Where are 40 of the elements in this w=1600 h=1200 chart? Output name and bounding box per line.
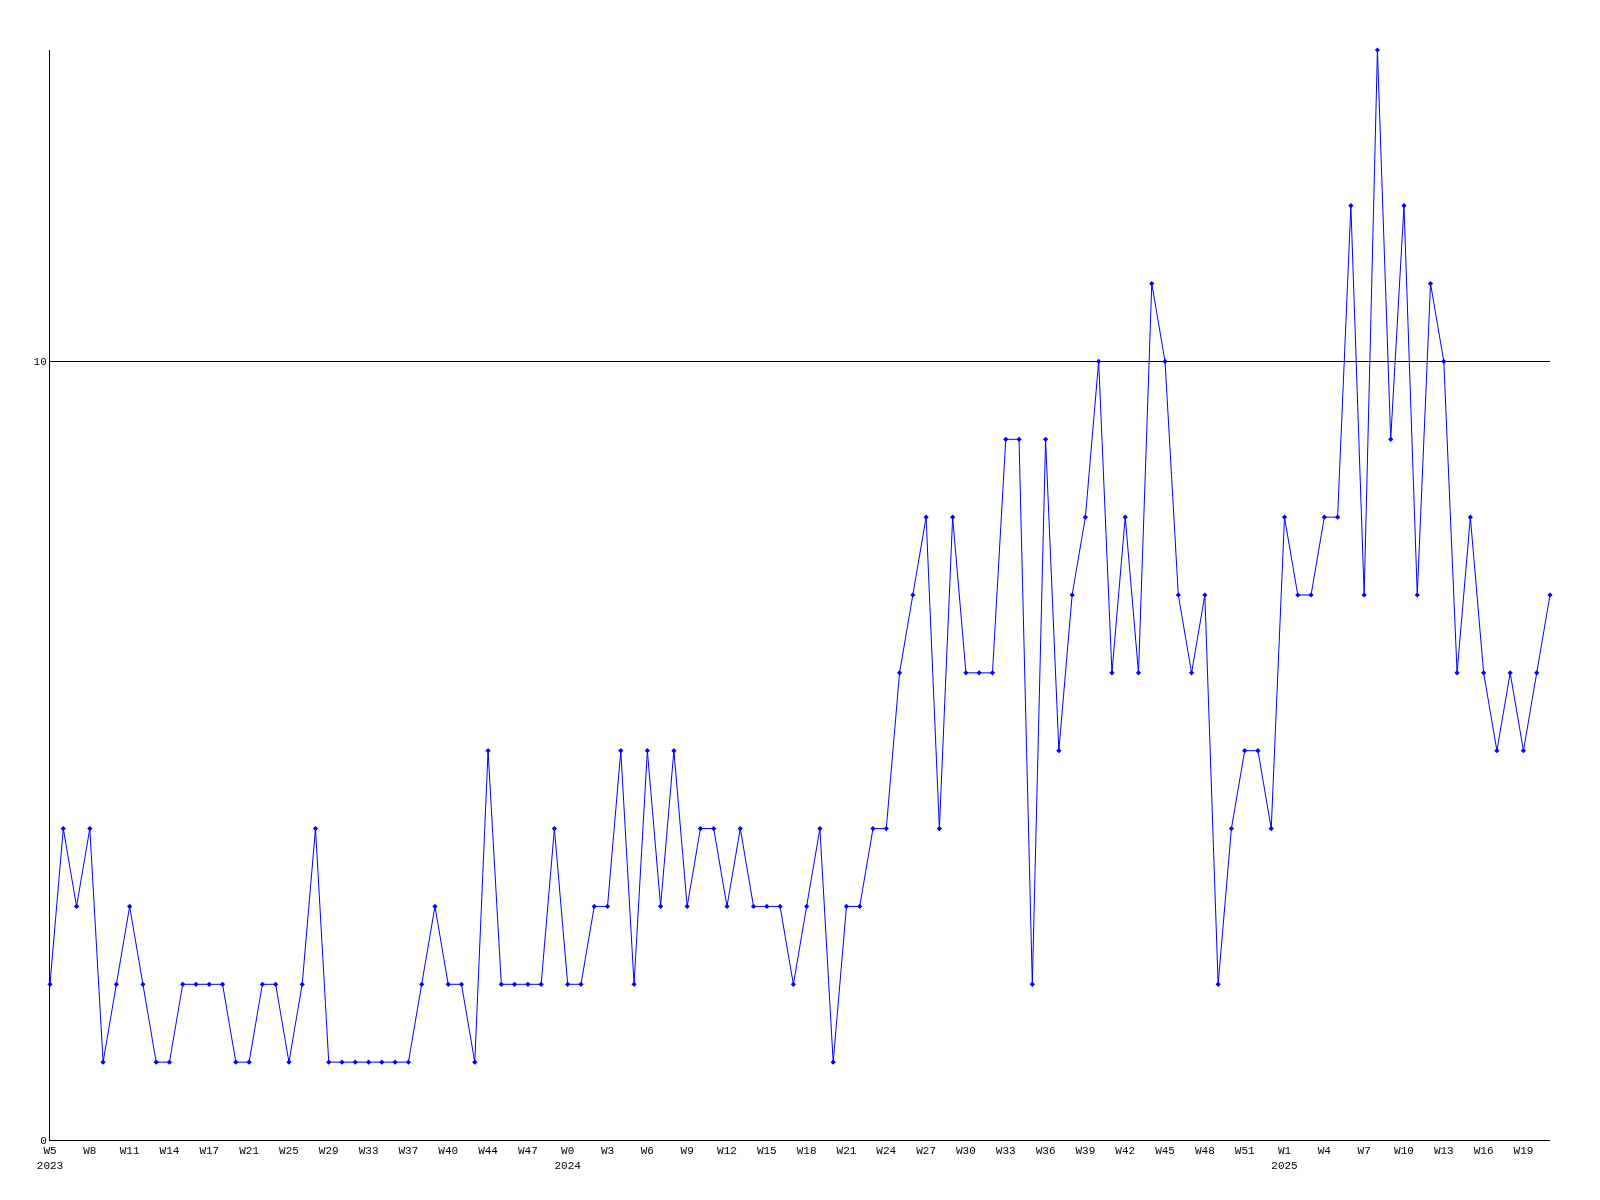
x-tick-label: W42 xyxy=(1115,1145,1136,1158)
x-tick-label: W1 2025 xyxy=(1271,1145,1298,1172)
x-tick-label: W33 xyxy=(995,1145,1016,1158)
x-tick-label: W5 2023 xyxy=(36,1145,64,1172)
x-tick-label: W4 xyxy=(1317,1145,1332,1158)
y-tick-label: 0 xyxy=(40,1134,47,1147)
x-tick-label: W3 xyxy=(600,1145,615,1158)
x-tick-label: W15 xyxy=(756,1145,777,1158)
x-tick-label: W19 xyxy=(1513,1145,1534,1158)
x-tick-label: W39 xyxy=(1075,1145,1096,1158)
x-tick-label: W30 xyxy=(956,1145,976,1158)
x-tick-label: W36 xyxy=(1035,1145,1056,1158)
x-tick-label: W8 xyxy=(83,1145,97,1158)
x-tick-label: W40 xyxy=(438,1145,459,1158)
x-tick-label: W44 xyxy=(478,1145,499,1158)
x-tick-label: W21 xyxy=(239,1145,260,1158)
x-tick-label: W6 xyxy=(640,1145,654,1158)
x-tick-label: W47 xyxy=(517,1145,538,1158)
x-tick-label: W51 xyxy=(1234,1145,1255,1158)
x-tick-label: W24 xyxy=(876,1145,897,1158)
x-tick-label: W25 xyxy=(279,1145,299,1158)
x-tick-label: W11 xyxy=(119,1145,140,1158)
y-tick-label: 10 xyxy=(33,356,47,369)
x-tick-label: W18 xyxy=(796,1145,817,1158)
x-tick-label: W33 xyxy=(358,1145,379,1158)
x-tick-label: W21 xyxy=(836,1145,857,1158)
x-tick-label: W7 xyxy=(1357,1145,1371,1158)
x-tick-label: W0 2024 xyxy=(554,1145,582,1172)
x-tick-label: W37 xyxy=(398,1145,419,1158)
x-tick-label: W9 xyxy=(680,1145,694,1158)
x-tick-label: W17 xyxy=(199,1145,220,1158)
x-tick-label: W10 xyxy=(1394,1145,1414,1158)
x-tick-label: W12 xyxy=(717,1145,737,1158)
x-tick-label: W29 xyxy=(318,1145,339,1158)
x-tick-label: W14 xyxy=(159,1145,180,1158)
x-tick-label: W13 xyxy=(1433,1145,1454,1158)
x-tick-label: W45 xyxy=(1155,1145,1175,1158)
x-tick-label: W27 xyxy=(916,1145,937,1158)
x-tick-label: W16 xyxy=(1473,1145,1494,1158)
x-tick-label: W48 xyxy=(1194,1145,1215,1158)
